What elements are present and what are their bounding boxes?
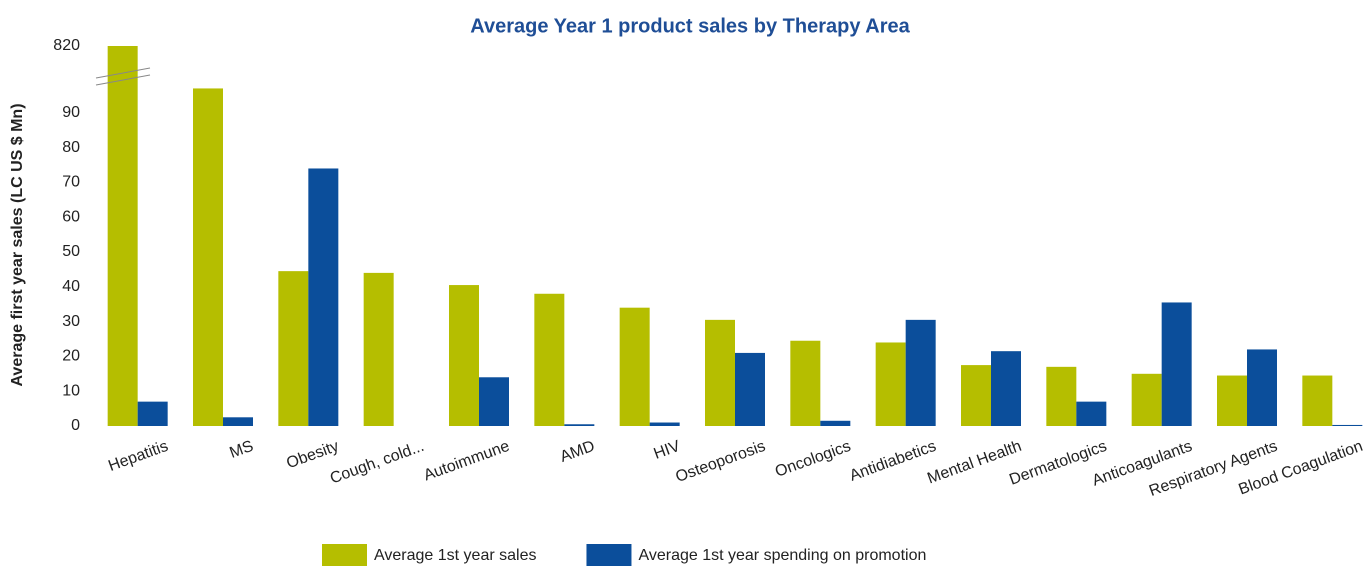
y-tick-label: 40 [62, 278, 80, 295]
y-tick-label: 30 [62, 313, 80, 330]
y-tick-label: 0 [71, 417, 80, 434]
legend-swatch [586, 544, 632, 566]
x-tick-label: Antidiabetics [847, 438, 938, 485]
bar [363, 272, 394, 426]
bar [107, 46, 138, 426]
x-tick-label: Cough, cold... [328, 438, 427, 488]
bar [1076, 401, 1107, 426]
x-tick-label: Hepatitis [106, 438, 170, 475]
x-tick-label: MS [227, 438, 255, 462]
axis-break [95, 67, 151, 86]
x-tick-label: Obesity [284, 438, 341, 473]
bar [820, 420, 851, 426]
y-tick-label: 10 [62, 382, 80, 399]
bar [1332, 424, 1363, 426]
bar [1046, 366, 1077, 426]
bar [193, 88, 223, 426]
bar [479, 377, 509, 426]
bar [790, 340, 821, 426]
bar [137, 401, 168, 426]
y-tick-label: 20 [62, 348, 80, 365]
x-tick-label: HIV [652, 438, 683, 463]
bar [1247, 349, 1277, 426]
bar [564, 424, 595, 426]
bar [735, 352, 765, 426]
bar [1302, 375, 1333, 426]
bar [308, 168, 339, 427]
x-tick-label: Oncologics [773, 438, 853, 481]
y-tick-label: 60 [62, 208, 80, 225]
bar [875, 342, 906, 426]
legend-label: Average 1st year spending on promotion [638, 547, 926, 564]
y-tick-label: 80 [62, 139, 80, 156]
bar [534, 293, 565, 426]
y-tick-label: 820 [53, 37, 80, 54]
bar [1217, 375, 1247, 426]
bar [278, 271, 309, 426]
break-line [95, 74, 151, 86]
bar [991, 351, 1021, 426]
plot [107, 46, 1363, 427]
legend-label: Average 1st year sales [374, 547, 536, 564]
break-line [95, 67, 151, 79]
bar [223, 417, 253, 426]
bar [1161, 302, 1192, 426]
bar [449, 285, 479, 426]
y-tick-label: 90 [62, 104, 80, 121]
y-tick-label: 50 [62, 243, 80, 260]
x-tick-label: Autoimmune [422, 438, 512, 485]
bar [649, 422, 680, 426]
y-tick-label: 70 [62, 174, 80, 191]
chart-title: Average Year 1 product sales by Therapy … [470, 15, 910, 37]
bar [905, 319, 936, 426]
bar [705, 319, 735, 426]
y-axis-label: Average first year sales (LC US $ Mn) [9, 103, 26, 386]
bar [1131, 373, 1162, 426]
x-tick-label: Osteoporosis [673, 438, 767, 486]
bar [619, 307, 650, 426]
legend-swatch [322, 544, 367, 566]
x-tick-label: AMD [558, 438, 597, 466]
bar [961, 365, 991, 426]
